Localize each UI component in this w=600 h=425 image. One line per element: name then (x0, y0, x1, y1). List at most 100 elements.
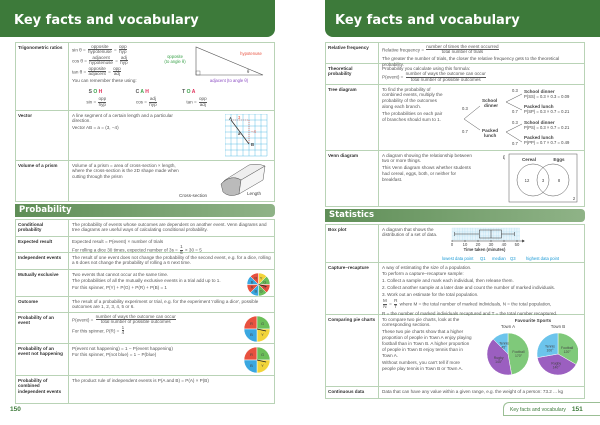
text: Probability you calculate using this for… (382, 65, 471, 71)
text: = (106, 69, 113, 75)
sector-label: R (250, 352, 253, 357)
definition-line: A way of estimating the size of a popula… (382, 265, 581, 271)
diagram-label: Cross-section (179, 193, 208, 198)
text: The result of a probability experiment o… (72, 298, 259, 310)
axis-tick: 50 (515, 242, 520, 247)
diagram-label: Favourite Sports (515, 318, 552, 323)
text: sin = (86, 99, 98, 105)
pie-slice (507, 332, 530, 375)
box-plot-label: Q1 (480, 256, 486, 261)
vector-grid: A Ba 3 −4 (225, 114, 268, 157)
axis-tick: 0 (451, 242, 454, 247)
term-definition: Volume of a prism = area of cross-sectio… (69, 161, 274, 201)
diagram-label: School dinner (524, 89, 555, 94)
sector-label: Y (261, 363, 264, 368)
term-definition: A line segment of a certain length and a… (69, 111, 274, 160)
diagram-label: 3 (238, 115, 241, 120)
statistics-table: Box plot A diagram that shows the distrib… (325, 224, 585, 399)
slice-label: Football (561, 346, 573, 350)
diagram-label: Length (247, 191, 261, 196)
table-row-exp: Expected result Expected result = P(event… (16, 237, 274, 256)
text: For this spinner, P(Y) + P(G) + P(R) + P… (72, 285, 167, 291)
term-label: Theoretical probability (326, 64, 379, 84)
text: tan = (186, 99, 198, 105)
pie-slice (492, 332, 509, 355)
term-label: Vector (16, 111, 69, 160)
text: The probabilities on each pair of branch… (382, 111, 443, 123)
mnemonic: T O A (182, 89, 196, 95)
definition-line: The probabilities of all the mutually ex… (72, 278, 222, 284)
diagram-label: 0.3 (512, 88, 518, 93)
text: A way of estimating the size of a popula… (382, 264, 472, 270)
term-label: Continuous data (326, 387, 379, 398)
cross-section (220, 177, 242, 196)
diagram-label: Packed lunch (524, 104, 554, 109)
slice-label: Tennis (499, 341, 509, 345)
fraction: number of times the event occurred total … (426, 43, 499, 55)
table-row-cap: Capture–recapture A way of estimating the… (326, 263, 584, 316)
box-plot-label: highest data point (526, 256, 560, 261)
definition-line: tan θ = opposite adjacent = opp adj (72, 66, 222, 77)
page-title: Key facts and vocabulary (14, 13, 199, 28)
text: Relative frequency = (382, 46, 426, 52)
venn-circle (536, 163, 570, 197)
definition-line: sin θ = opposite hypotenuse = opp hyp (72, 43, 222, 55)
term-definition: P(event not happening) = 1 − P(event hap… (69, 344, 274, 375)
definition-line: The probabilities on each pair of branch… (382, 111, 444, 123)
diagram-label: Cereal (522, 157, 536, 162)
sector-label: B (250, 332, 253, 337)
fraction: adj hyp (120, 54, 128, 66)
term-label: Box plot (326, 225, 379, 262)
diagram-label: Packed lunch (524, 135, 554, 140)
term-definition: sin θ = opposite hypotenuse = opp hyp cos θ… (69, 43, 274, 110)
diagram-label: 0.3 (462, 106, 468, 111)
term-definition: To compare two pie charts, look at the c… (379, 315, 584, 386)
venn-circle (516, 163, 550, 197)
text: For this spinner, P(R) = (72, 328, 121, 333)
definition-line: 3. Work out an estimate for the total po… (382, 292, 581, 298)
sector-label: B (250, 363, 253, 368)
page-header-right: Key facts and vocabulary (325, 0, 600, 37)
text: cos θ = (72, 58, 89, 63)
definition-line: Two events that cannot occur at the same… (72, 272, 222, 278)
slice-value: 140° (553, 365, 561, 369)
table-row-theo: Theoretical probability Probability you c… (326, 64, 584, 85)
box-plot: 0 10 20 30 40 50 Time taken (minutes) lowest d… (442, 227, 560, 261)
table-row-pie: Comparing pie charts To compare two pie c… (326, 315, 584, 387)
diagram-label: −4 (251, 129, 256, 134)
box (479, 229, 502, 239)
sector-label: R (250, 321, 253, 326)
term-definition: Probability you calculate using this for… (379, 64, 584, 84)
definition-line: Relative frequency = number of times the… (382, 43, 581, 55)
text: where M = the total number of marked ind… (398, 301, 552, 307)
text: R = the number of marked individuals rec… (382, 310, 558, 316)
axis-tick: 40 (502, 242, 507, 247)
spinner-sector (250, 272, 259, 286)
table-row-venn: Venn diagram A diagram showing the relati… (326, 151, 584, 206)
table-row-event: Probability of an event P(event) = number… (16, 313, 274, 344)
term-definition: The probability of events whose outcomes… (69, 220, 274, 236)
diagram-label: opposite (167, 54, 184, 59)
page-title: Key facts and vocabulary (335, 13, 520, 28)
term-label: Probability of an event (16, 313, 69, 343)
term-label: Expected result (16, 237, 69, 252)
text: cos = (135, 99, 149, 105)
text: × 30 = 5 (183, 247, 202, 253)
text: 1. Collect a sample and mark each indivi… (382, 278, 514, 284)
text: A diagram that shows the distribution of… (382, 226, 438, 238)
table-row-tree: Tree diagram To find the probability of c… (326, 85, 584, 151)
pie-slice (486, 338, 512, 376)
table-row-trig: Trigonometric ratios sin θ = opposite hypo… (16, 43, 274, 111)
text: 2. Collect another sample at a later dat… (382, 285, 556, 291)
slice-value: 45° (501, 345, 507, 349)
diagram-label: A (229, 116, 232, 121)
fraction: opposite hypotenuse (87, 43, 112, 55)
table-row-comb: Probability of combined independent even… (16, 376, 274, 403)
term-definition: Two events that cannot occur at the same… (69, 270, 274, 297)
section-heading-probability: Probability (15, 204, 275, 217)
page-number: 151 (571, 406, 583, 413)
